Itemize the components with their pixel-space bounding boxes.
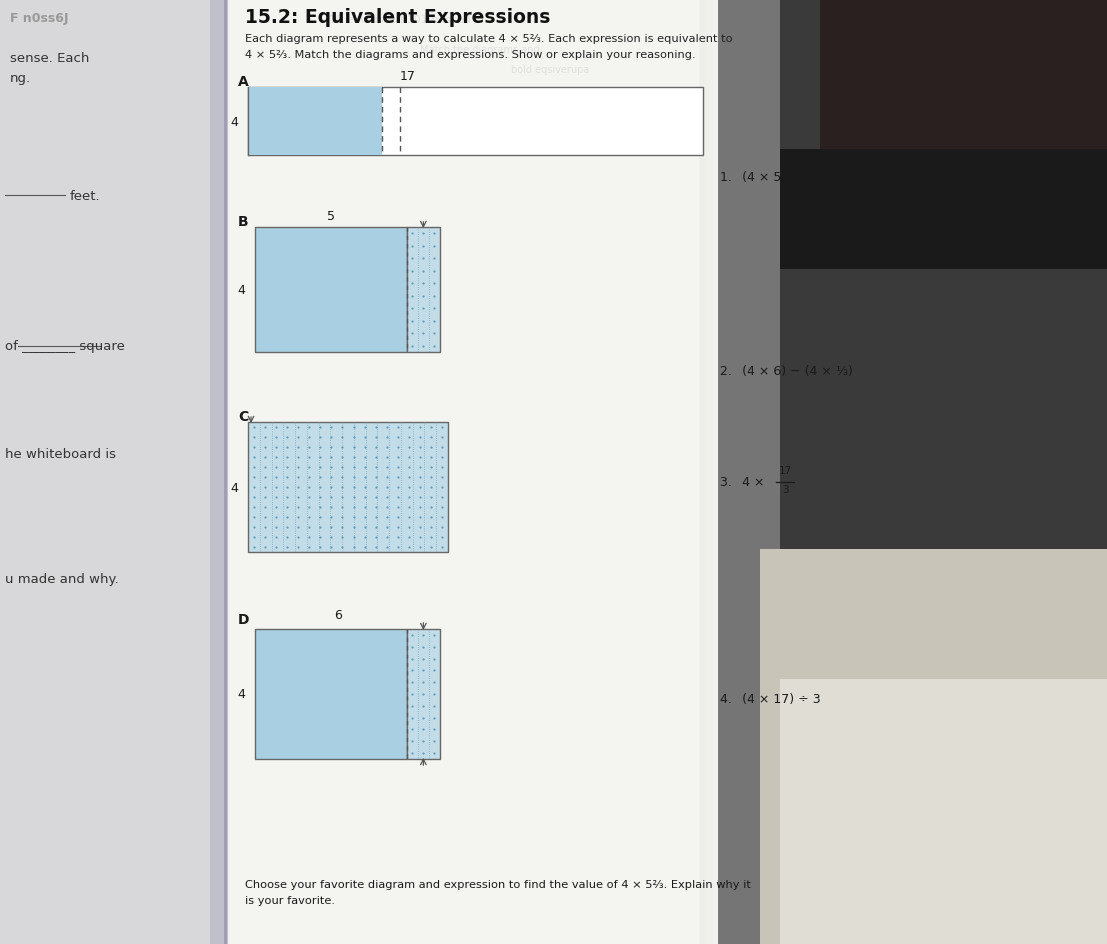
Text: 3: 3 [782, 484, 788, 495]
Bar [718, 0, 720, 944]
Bar [713, 0, 715, 944]
Bar [716, 0, 718, 944]
Bar [228, 0, 718, 944]
Text: Each diagram represents a way to calculate 4 × 5⅔. Each expression is equivalent: Each diagram represents a way to calcula… [245, 34, 733, 44]
Text: 1.  (4 × 5) + (4 × ⅓): 1. (4 × 5) + (4 × ⅓) [720, 171, 853, 184]
Bar [708, 0, 710, 944]
Text: 4 × 5⅔. Match the diagrams and expressions. Show or explain your reasoning.: 4 × 5⅔. Match the diagrams and expressio… [245, 50, 695, 59]
Text: ng.: ng. [10, 72, 31, 85]
Text: 5: 5 [327, 210, 334, 223]
Bar [703, 0, 705, 944]
Text: D: D [238, 613, 249, 626]
Bar [707, 0, 708, 944]
Bar [708, 0, 711, 944]
Text: 3.  4 ×: 3. 4 × [720, 476, 768, 489]
Text: 4: 4 [230, 481, 238, 494]
Bar [714, 0, 716, 944]
Text: bold eqsiverupa: bold eqsiverupa [510, 65, 589, 75]
Bar [706, 0, 708, 944]
Bar [761, 549, 1107, 944]
Bar [228, 0, 718, 944]
Bar [228, 0, 718, 944]
Bar [701, 0, 703, 944]
Bar [248, 88, 703, 156]
Text: 4.  (4 × 17) ÷ 3: 4. (4 × 17) ÷ 3 [720, 693, 820, 706]
Text: 19 elnmissed 101 nossed: 19 elnmissed 101 nossed [329, 15, 470, 25]
Bar [712, 0, 714, 944]
Text: is your favorite.: is your favorite. [245, 895, 335, 905]
Text: of ________ square: of ________ square [6, 340, 125, 353]
Bar [704, 0, 706, 944]
Bar [210, 0, 235, 944]
Bar [255, 630, 406, 759]
Text: Match the diagrams and: Match the diagrams and [421, 45, 540, 55]
Bar [248, 423, 448, 552]
Text: 15.2: Equivalent Expressions: 15.2: Equivalent Expressions [245, 8, 550, 27]
Text: C: C [238, 410, 248, 424]
Text: 6: 6 [334, 608, 342, 621]
Bar [228, 0, 718, 944]
Text: u made and why.: u made and why. [6, 572, 118, 585]
Text: A: A [238, 75, 249, 89]
Bar [717, 0, 720, 944]
Bar [255, 228, 406, 353]
Bar [700, 0, 702, 944]
Bar [780, 680, 1107, 944]
Text: 4: 4 [237, 284, 245, 296]
Bar [711, 0, 713, 944]
Bar [700, 0, 1107, 944]
Text: 4: 4 [237, 688, 245, 700]
Bar [406, 228, 439, 353]
Bar [248, 88, 382, 156]
Bar [700, 0, 780, 944]
Bar [702, 0, 704, 944]
Text: Choose your favorite diagram and expression to find the value of 4 × 5⅔. Explain: Choose your favorite diagram and express… [245, 879, 751, 889]
Bar [705, 0, 707, 944]
Bar [699, 0, 701, 944]
Text: he whiteboard is: he whiteboard is [6, 447, 116, 461]
Text: 4: 4 [230, 115, 238, 128]
Text: sense. Each: sense. Each [10, 52, 90, 65]
Bar [406, 630, 439, 759]
Bar [780, 150, 1107, 270]
Text: F n0ss6J: F n0ss6J [10, 12, 69, 25]
Text: 2.  (4 × 6) − (4 × ⅓): 2. (4 × 6) − (4 × ⅓) [720, 364, 852, 378]
Text: feet.: feet. [70, 190, 101, 203]
Bar [710, 0, 712, 944]
Bar [820, 0, 1107, 220]
Text: B: B [238, 215, 249, 228]
Text: 17: 17 [778, 465, 792, 476]
Text: 17: 17 [400, 70, 415, 83]
Bar [0, 0, 230, 944]
Bar [715, 0, 717, 944]
